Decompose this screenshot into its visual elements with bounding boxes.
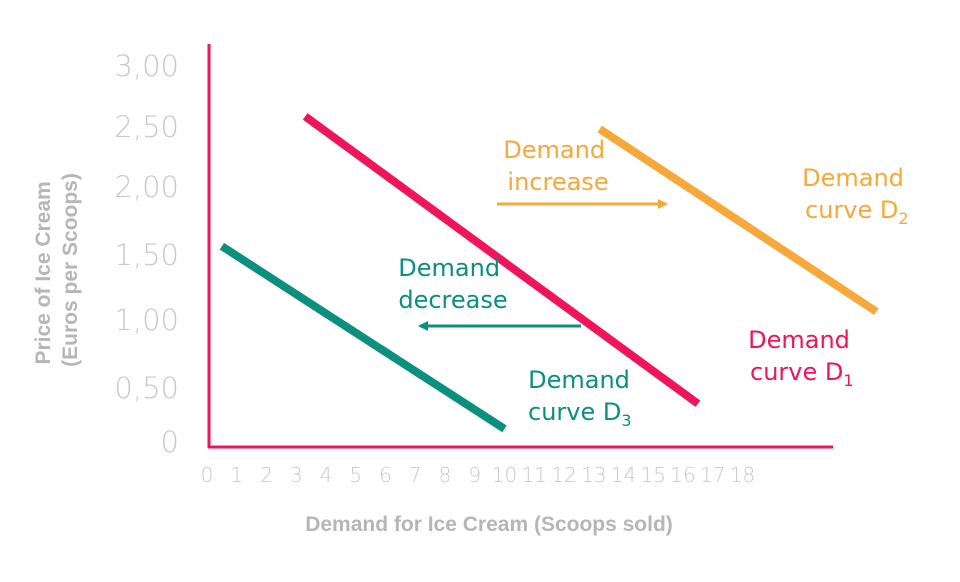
x-tick-label: 18	[730, 463, 755, 487]
curve-d1-subscript: 1	[843, 371, 853, 390]
x-tick-label: 9	[468, 463, 481, 487]
x-tick-label: 2	[260, 463, 273, 487]
curve-d2-label-2: curve D2	[805, 196, 909, 228]
curve-d2-subscript: 2	[898, 209, 908, 228]
y-axis-title-line2: (Euros per Scoops)	[59, 173, 82, 367]
y-tick-label: 1,00	[114, 303, 179, 337]
x-tick-label: 3	[290, 463, 303, 487]
x-tick-label: 15	[641, 463, 666, 487]
curve-d3-label-line1: Demand	[528, 366, 630, 394]
x-tick-label: 7	[409, 463, 422, 487]
y-axis-title: Price of Ice Cream (Euros per Scoops)	[32, 173, 82, 367]
x-tick-label: 13	[581, 463, 606, 487]
demand-increase-label-line1: Demand	[503, 136, 605, 164]
demand-decrease-label-line2: decrease	[398, 286, 507, 314]
curve-d1-label-line2: curve D	[750, 358, 843, 386]
x-tick-label: 8	[439, 463, 452, 487]
x-tick-label: 17	[700, 463, 725, 487]
curve-d3-subscript: 3	[621, 411, 631, 430]
curve-d2-label-line1: Demand	[802, 164, 904, 192]
curve-d3-label-2: curve D3	[528, 398, 632, 430]
x-tick-labels: 0 1 2 3 4 5 6 7 8 9 10 11 12 13 14 15 16 17 18	[201, 463, 756, 487]
demand-curve-d1	[302, 113, 701, 407]
demand-decrease-label-line1: Demand	[398, 254, 500, 282]
x-tick-label: 6	[379, 463, 392, 487]
x-tick-label: 11	[522, 463, 547, 487]
x-tick-label: 1	[230, 463, 243, 487]
y-tick-label: 1,50	[114, 238, 179, 272]
demand-decrease-label: Demand decrease	[398, 254, 507, 314]
x-tick-label: 4	[320, 463, 333, 487]
y-tick-label: 0	[161, 425, 179, 459]
curve-d3-label: Demand	[528, 366, 630, 394]
y-tick-label: 2,50	[114, 110, 179, 144]
curve-d2-label: Demand	[802, 164, 904, 192]
x-axis-title: Demand for Ice Cream (Scoops sold)	[305, 513, 673, 536]
demand-increase-label: Demand increase	[503, 136, 612, 196]
y-axis-title-line1: Price of Ice Cream	[32, 181, 55, 364]
demand-curve-d2	[597, 125, 879, 316]
curve-d1-label-line1: Demand	[748, 326, 850, 354]
curve-d3-label-line2: curve D	[528, 398, 621, 426]
curve-d2-label-line2: curve D	[805, 196, 898, 224]
x-tick-label: 14	[611, 463, 636, 487]
demand-increase-label-line2: increase	[507, 168, 608, 196]
x-tick-label: 16	[670, 463, 695, 487]
y-tick-label: 3,00	[114, 49, 179, 83]
y-tick-labels: 0 0,50 1,00 1,50 2,00 2,50 3,00	[114, 49, 179, 459]
x-tick-label: 5	[349, 463, 362, 487]
curve-d1-label-2: curve D1	[750, 358, 854, 390]
demand-curve-d3	[219, 242, 507, 433]
x-tick-label: 12	[551, 463, 576, 487]
curve-d1-label: Demand	[748, 326, 850, 354]
x-tick-label: 10	[492, 463, 517, 487]
x-tick-label: 0	[201, 463, 214, 487]
y-tick-label: 2,00	[114, 170, 179, 204]
y-tick-label: 0,50	[114, 371, 179, 405]
